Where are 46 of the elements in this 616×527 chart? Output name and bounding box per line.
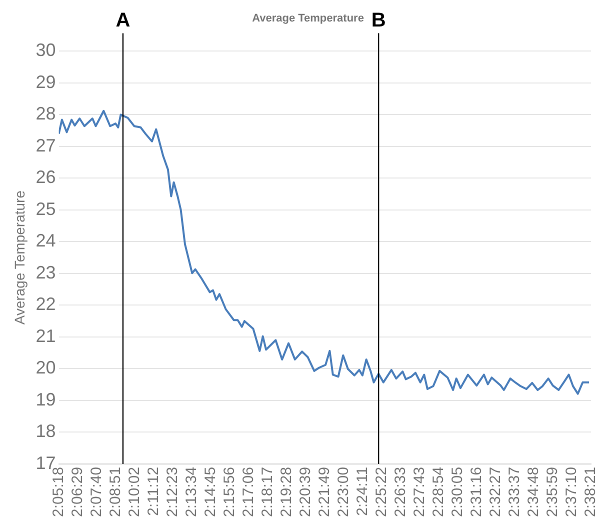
x-tick-label: 2:26:33 bbox=[392, 466, 410, 517]
y-tick-label: 24 bbox=[36, 230, 56, 251]
x-tick-label: 2:32:27 bbox=[487, 466, 504, 517]
x-tick-label: 2:15:56 bbox=[221, 466, 238, 517]
ref-line-label: B bbox=[371, 10, 386, 32]
ref-line-label: A bbox=[116, 10, 130, 32]
y-tick-label: 25 bbox=[36, 198, 56, 219]
y-axis-title: Average Temperature bbox=[11, 190, 28, 325]
y-tick-label: 22 bbox=[36, 294, 56, 314]
x-tick-label: 2:12:23 bbox=[164, 466, 182, 517]
x-tick-label: 2:07:40 bbox=[88, 466, 106, 517]
x-tick-label: 2:14:45 bbox=[202, 466, 220, 517]
x-tick-label: 2:25:22 bbox=[373, 466, 390, 517]
x-tick-label: 2:24:11 bbox=[354, 466, 372, 516]
y-tick-label: 30 bbox=[36, 40, 56, 60]
x-tick-label: 2:28:54 bbox=[430, 466, 447, 517]
x-tick-label: 2:19:28 bbox=[278, 466, 296, 517]
x-tick-label: 2:23:00 bbox=[334, 466, 352, 517]
x-tick-label: 2:17:06 bbox=[240, 466, 257, 517]
y-tick-label: 26 bbox=[36, 167, 56, 188]
y-tick-label: 20 bbox=[36, 358, 56, 378]
x-tick-label: 2:06:29 bbox=[69, 466, 86, 517]
x-tick-label: 2:05:18 bbox=[50, 466, 67, 517]
x-tick-label: 2:31:16 bbox=[468, 466, 486, 517]
y-tick-label: 18 bbox=[36, 421, 56, 442]
x-tick-label: 2:30:05 bbox=[449, 466, 466, 517]
x-tick-label: 2:35:59 bbox=[544, 466, 561, 517]
y-tick-label: 23 bbox=[36, 262, 56, 282]
y-tick-label: 19 bbox=[36, 389, 56, 410]
x-tick-label: 2:37:10 bbox=[563, 466, 580, 517]
x-tick-label: 2:20:39 bbox=[297, 466, 314, 517]
x-tick-label: 2:27:43 bbox=[410, 466, 428, 517]
x-tick-label: 2:33:37 bbox=[506, 466, 523, 517]
y-tick-label: 28 bbox=[36, 104, 56, 124]
y-tick-label: 27 bbox=[36, 135, 56, 156]
x-tick-label: 2:18:17 bbox=[259, 466, 276, 517]
chart-title: Average Temperature bbox=[252, 12, 364, 25]
x-tick-label: 2:34:48 bbox=[524, 466, 542, 517]
x-tick-label: 2:08:51 bbox=[107, 466, 124, 517]
x-tick-label: 2:21:49 bbox=[316, 466, 333, 517]
y-tick-label: 21 bbox=[36, 326, 56, 346]
x-tick-label: 2:11:12 bbox=[145, 466, 162, 516]
x-tick-label: 2:10:02 bbox=[126, 466, 144, 517]
y-tick-label: 29 bbox=[36, 72, 56, 92]
x-tick-label: 2:38:21 bbox=[582, 466, 600, 517]
x-tick-label: 2:13:34 bbox=[183, 466, 200, 517]
